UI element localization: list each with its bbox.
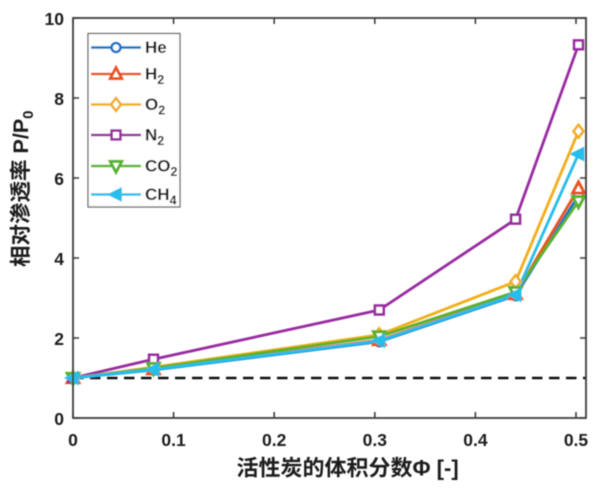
- svg-text:0.4: 0.4: [463, 430, 488, 450]
- svg-text:He: He: [145, 38, 167, 57]
- svg-text:2: 2: [54, 329, 64, 349]
- svg-text:0: 0: [54, 409, 64, 429]
- svg-text:0: 0: [68, 430, 78, 450]
- svg-text:10: 10: [45, 9, 65, 29]
- svg-text:0.1: 0.1: [161, 430, 186, 450]
- svg-text:8: 8: [54, 89, 64, 109]
- svg-text:CH4: CH4: [145, 185, 177, 208]
- svg-text:CO2: CO2: [145, 157, 178, 180]
- svg-text:0.5: 0.5: [564, 430, 589, 450]
- svg-text:0.2: 0.2: [262, 430, 287, 450]
- svg-text:4: 4: [54, 249, 64, 269]
- svg-text:0.3: 0.3: [363, 430, 388, 450]
- svg-text:Φ [-]: Φ [-]: [413, 456, 459, 481]
- svg-text:6: 6: [54, 169, 64, 189]
